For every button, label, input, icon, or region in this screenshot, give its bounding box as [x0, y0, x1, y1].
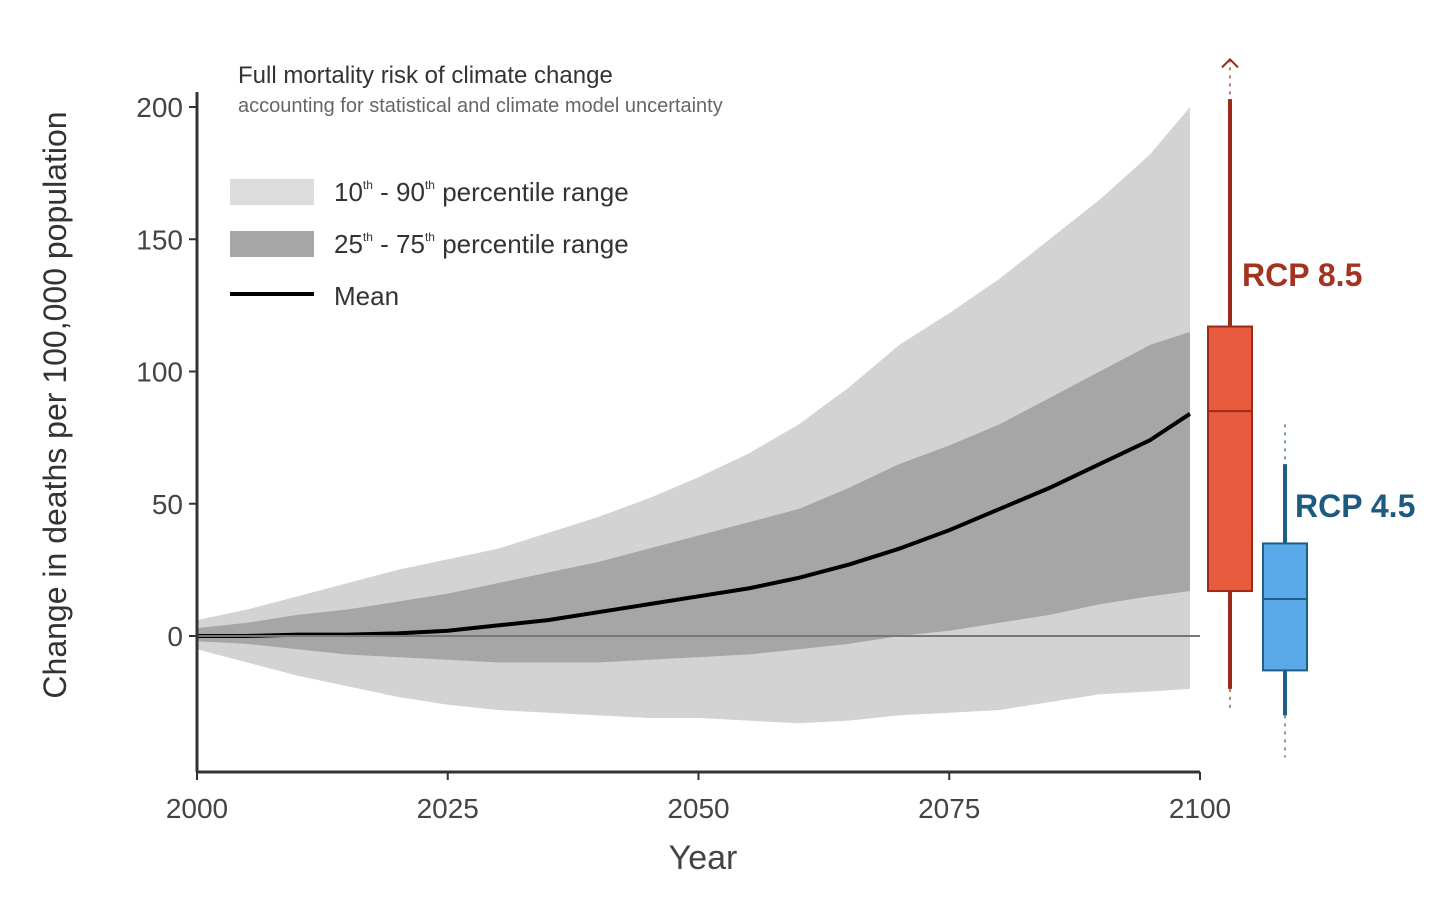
legend-label-p25-p75: 25th - 75th percentile range: [334, 229, 629, 259]
legend-swatch-p10-p90: [230, 179, 314, 205]
legend-label-p10-p90: 10th - 90th percentile range: [334, 177, 629, 207]
y-tick-label: 150: [136, 224, 183, 255]
x-tick-label: 2050: [667, 793, 729, 824]
boxplot-label: RCP 4.5: [1295, 488, 1415, 524]
chart-subtitle: accounting for statistical and climate m…: [238, 95, 723, 117]
box: [1207, 325, 1253, 593]
legend-label-mean: Mean: [334, 281, 399, 311]
box: [1262, 542, 1308, 672]
y-tick-label: 0: [167, 621, 183, 652]
mean-line: [197, 412, 1192, 638]
x-tick-label: 2075: [918, 793, 980, 824]
x-tick-label: 2100: [1169, 793, 1231, 824]
boxplot-label: RCP 8.5: [1242, 257, 1362, 293]
arrow-up-icon: [1221, 57, 1239, 69]
bands: [197, 107, 1192, 724]
y-tick-label: 100: [136, 357, 183, 388]
chart-title: Full mortality risk of climate change: [238, 62, 613, 89]
y-axis-label: Change in deaths per 100,000 population: [37, 111, 73, 698]
legend-swatch-p25-p75: [230, 231, 314, 257]
x-axis-label: Year: [669, 839, 738, 877]
y-tick-label: 200: [136, 92, 183, 123]
boxplots: RCP 8.5 RCP 4.5: [1207, 57, 1415, 758]
band-p25-p75: [197, 331, 1190, 663]
ticks: 2000 2025 2050 2075 2100 0 50 100 150 200: [136, 92, 1231, 824]
x-tick-label: 2025: [417, 793, 479, 824]
x-tick-label: 2000: [166, 793, 228, 824]
y-tick-label: 50: [152, 489, 183, 520]
legend: 10th - 90th percentile range 25th - 75th…: [230, 177, 629, 311]
